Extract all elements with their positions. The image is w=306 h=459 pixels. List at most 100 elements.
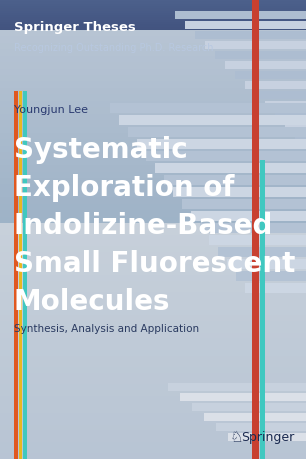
Bar: [0, 134, 306, 140]
Bar: [0, 87, 306, 90]
Bar: [235, 72, 306, 80]
Bar: [0, 258, 306, 264]
Bar: [0, 57, 306, 60]
Bar: [0, 71, 306, 73]
Bar: [0, 166, 306, 172]
Bar: [0, 56, 306, 63]
Bar: [0, 159, 306, 166]
Bar: [0, 17, 306, 23]
Bar: [0, 153, 306, 159]
Bar: [255, 92, 306, 100]
Bar: [0, 37, 306, 39]
Bar: [0, 344, 306, 350]
Bar: [0, 92, 306, 97]
Text: Small Fluorescent: Small Fluorescent: [14, 249, 295, 277]
Bar: [192, 403, 306, 411]
Bar: [0, 327, 306, 333]
Bar: [0, 103, 306, 109]
Bar: [0, 39, 306, 41]
Bar: [301, 142, 306, 150]
Bar: [0, 126, 306, 132]
Bar: [180, 393, 306, 401]
Bar: [173, 188, 306, 197]
Bar: [0, 32, 306, 34]
Bar: [0, 155, 306, 161]
Bar: [0, 179, 306, 185]
Bar: [0, 18, 306, 21]
Bar: [0, 55, 306, 57]
Bar: [0, 235, 306, 241]
Bar: [0, 425, 306, 431]
Bar: [0, 109, 306, 115]
Bar: [0, 46, 306, 51]
Bar: [23, 92, 27, 459]
Bar: [0, 356, 306, 362]
Bar: [0, 385, 306, 390]
Bar: [228, 433, 306, 441]
Bar: [0, 293, 306, 298]
Bar: [0, 46, 306, 48]
Bar: [0, 310, 306, 316]
Bar: [0, 230, 306, 235]
Bar: [0, 62, 306, 64]
Bar: [0, 172, 306, 179]
Bar: [0, 57, 306, 63]
Bar: [0, 252, 306, 258]
Bar: [0, 108, 306, 114]
Bar: [0, 178, 306, 184]
Bar: [0, 31, 306, 37]
Bar: [14, 92, 18, 459]
Bar: [0, 69, 306, 71]
Bar: [0, 53, 306, 55]
Bar: [0, 373, 306, 379]
Bar: [0, 63, 306, 69]
Bar: [0, 30, 306, 32]
Bar: [0, 86, 306, 92]
Text: Recognizing Outstanding Ph.D. Research: Recognizing Outstanding Ph.D. Research: [14, 43, 214, 53]
Bar: [0, 204, 306, 211]
Bar: [0, 76, 306, 82]
Bar: [0, 218, 306, 224]
Text: Systematic: Systematic: [14, 136, 188, 164]
Bar: [0, 44, 306, 50]
Bar: [0, 442, 306, 448]
Text: Springer Theses: Springer Theses: [14, 22, 136, 34]
Bar: [0, 161, 306, 166]
Bar: [236, 271, 306, 281]
Bar: [0, 316, 306, 321]
Bar: [200, 224, 306, 234]
Bar: [245, 82, 306, 90]
Bar: [175, 12, 306, 20]
Bar: [215, 52, 306, 60]
Bar: [110, 104, 306, 114]
Bar: [0, 212, 306, 218]
Bar: [0, 63, 306, 69]
Bar: [0, 333, 306, 339]
Bar: [0, 69, 306, 74]
Bar: [0, 448, 306, 453]
Text: Youngjun Lee: Youngjun Lee: [14, 105, 88, 115]
Bar: [0, 390, 306, 396]
Bar: [0, 121, 306, 126]
Bar: [0, 149, 306, 155]
Bar: [0, 114, 306, 121]
Bar: [0, 78, 306, 80]
Bar: [0, 28, 306, 34]
Bar: [0, 247, 306, 252]
Bar: [225, 62, 306, 70]
Bar: [0, 241, 306, 247]
Bar: [119, 116, 306, 126]
Bar: [0, 321, 306, 327]
Bar: [0, 350, 306, 356]
Text: Molecules: Molecules: [14, 287, 170, 315]
Bar: [0, 37, 306, 44]
Bar: [0, 90, 306, 92]
Bar: [0, 75, 306, 80]
Bar: [0, 11, 306, 14]
Bar: [0, 379, 306, 385]
Bar: [0, 28, 306, 30]
Bar: [0, 48, 306, 50]
Bar: [0, 143, 306, 149]
Bar: [0, 25, 306, 28]
Bar: [0, 21, 306, 23]
